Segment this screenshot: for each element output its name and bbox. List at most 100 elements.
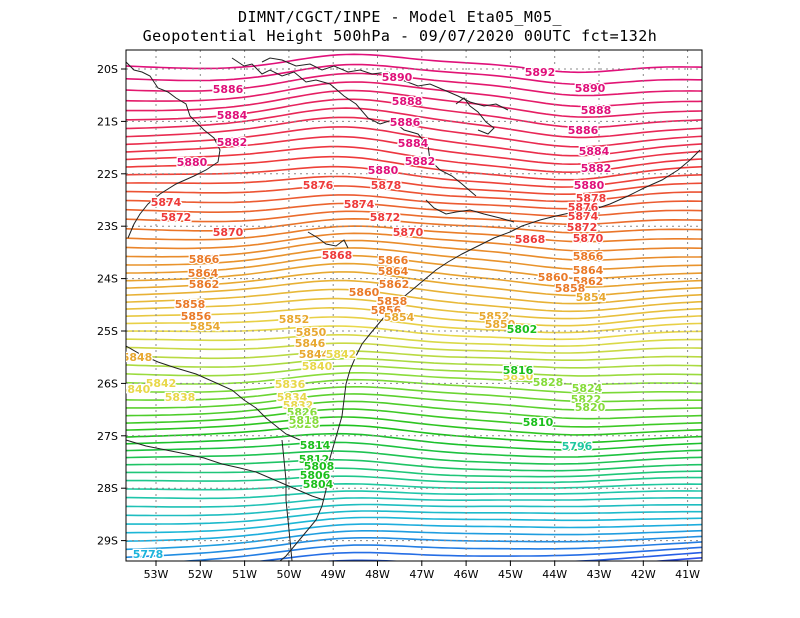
contour-label: 5866 [378, 254, 409, 267]
longitude-label: 45W [498, 568, 523, 581]
contour-label: 5886 [213, 83, 244, 96]
longitude-label: 47W [409, 568, 434, 581]
contour-label: 5834 [277, 391, 308, 404]
map-title-line-1: DIMNT/CGCT/INPE - Model Eta05_M05_ [237, 8, 563, 26]
isohypse-line [122, 580, 706, 617]
latitude-label: 21S [97, 115, 118, 128]
isohypse-line [126, 135, 702, 166]
isohypse-line [126, 350, 702, 361]
contour-label: 5850 [296, 326, 327, 339]
contour-label: 5892 [525, 66, 556, 79]
isohypse-line [126, 194, 702, 210]
longitude-label: 46W [454, 568, 479, 581]
latitude-label: 23S [97, 220, 118, 233]
coastal-islands [455, 97, 495, 135]
latitude-label: 26S [97, 377, 118, 390]
contour-label: 5890 [382, 71, 413, 84]
longitude-label: 43W [587, 568, 612, 581]
inland-border-santa-catarina [126, 439, 325, 501]
isohypse-line [126, 217, 702, 234]
contour-label: 5844 [299, 348, 330, 361]
isohypse-line [126, 155, 702, 181]
contour-label: 5832 [283, 399, 314, 412]
latitude-label: 27S [97, 430, 118, 443]
longitude-label: 53W [144, 568, 169, 581]
map-title-line-2: Geopotential Height 500hPa - 09/07/2020 … [142, 27, 658, 45]
isohypse-line [126, 116, 702, 148]
axis-ticks: 20S 21S 22S 23S 24S 25S 26S 27S 28S 29S 53W 52W 51W 5… [97, 63, 700, 581]
isohypse-line [126, 165, 702, 188]
isohypse-line [126, 72, 702, 97]
contour-label: 5808 [304, 460, 335, 473]
isohypse-line [126, 316, 702, 334]
contour-label: 5870 [213, 226, 244, 239]
contour-label: 5870 [573, 232, 604, 245]
longitude-label: 48W [365, 568, 390, 581]
contour-label-layer: 5892 5890 5890 5888 5888 5886 5886 5886 5884 5884… [122, 65, 613, 561]
isohypse-line [126, 393, 702, 411]
isohypse-line [126, 357, 702, 369]
isohypse-line [126, 81, 702, 108]
contour-label: 5822 [571, 393, 602, 406]
sao-paulo-bay [307, 231, 349, 249]
isohypse-line [176, 541, 702, 561]
contour-label: 5812 [299, 453, 330, 466]
contour-label: 5874 [568, 210, 599, 223]
contour-label: 5854 [576, 291, 607, 304]
contour-label: 5864 [378, 265, 409, 278]
contour-label: 5872 [370, 211, 401, 224]
contour-label: 5880 [574, 179, 605, 192]
contour-label: 5824 [572, 382, 603, 395]
contour-label: 5862 [573, 275, 604, 288]
inland-border-rio-grande [281, 439, 293, 561]
contour-label: 5878 [576, 192, 607, 205]
contour-label: 5806 [300, 469, 331, 482]
latitude-label: 29S [97, 535, 118, 548]
longitude-label: 49W [321, 568, 346, 581]
contour-label: 5854 [190, 320, 221, 333]
isohypse-line [126, 185, 702, 203]
contour-label: 5858 [377, 295, 408, 308]
contour-label: 5850 [485, 318, 516, 331]
contour-label: 5860 [538, 271, 569, 284]
isohypse-line [126, 288, 702, 313]
isohypse-line [126, 342, 702, 354]
contour-label: 5838 [165, 391, 196, 404]
isohypse-line [126, 503, 702, 517]
brazil-coastline [126, 61, 221, 239]
isohypse-line [255, 546, 702, 561]
contour-label: 5870 [393, 226, 424, 239]
contour-label: 5840 [302, 360, 333, 373]
contour-label: 5872 [567, 221, 598, 234]
contour-label: 5864 [573, 264, 604, 277]
isohypse-line [126, 262, 702, 288]
isohypse-line [126, 232, 702, 252]
isohypse-line [126, 510, 702, 525]
contour-label: 5842 [146, 377, 177, 390]
isohypse-line [126, 225, 702, 243]
lat-lon-grid [126, 50, 702, 561]
isohypse-line [126, 210, 702, 226]
contour-label: 5888 [392, 95, 423, 108]
isohypse-line [126, 175, 702, 195]
longitude-label: 44W [542, 568, 567, 581]
isohypse-line [126, 497, 702, 508]
isohypse-line [126, 372, 702, 386]
contour-label: 5886 [568, 124, 599, 137]
contour-label: 5882 [217, 136, 248, 149]
isohypse-line [126, 334, 702, 347]
contour-label: 5866 [573, 250, 604, 263]
contour-label: 5880 [177, 156, 208, 169]
isohypse-line [126, 516, 702, 534]
contour-label: 5882 [581, 162, 612, 175]
contour-label: 5874 [344, 198, 375, 211]
contour-label: 5864 [188, 267, 219, 280]
isohypse-line [126, 239, 702, 262]
contour-label: 5880 [368, 164, 399, 177]
contour-label: 5854 [384, 311, 415, 324]
contour-label: 5848 [122, 351, 153, 364]
contour-label: 5890 [575, 82, 606, 95]
contour-label: 5814 [300, 439, 331, 452]
contour-label: 5802 [507, 323, 538, 336]
contour-lines [122, 53, 706, 617]
